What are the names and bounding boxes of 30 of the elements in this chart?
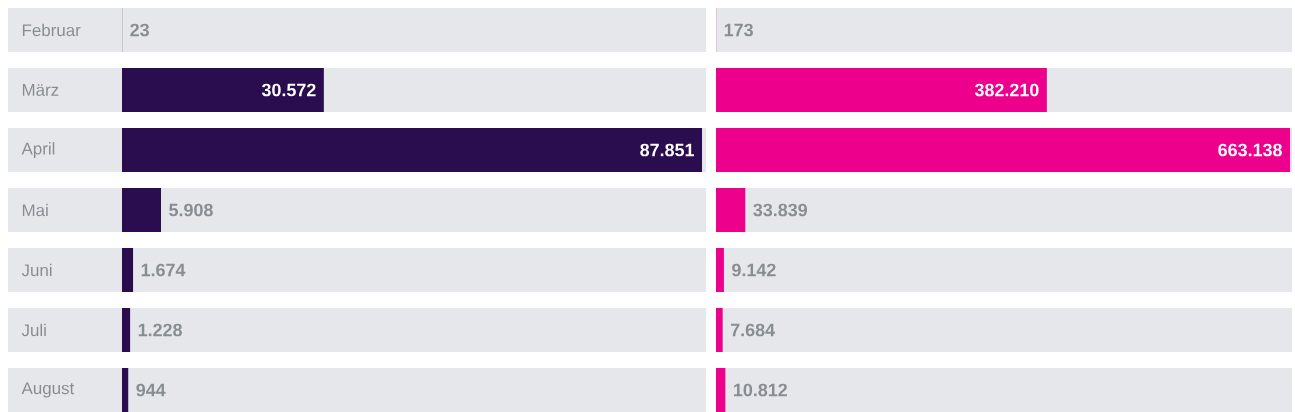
data-label: 173: [724, 23, 753, 37]
y-tick-label: März: [22, 84, 59, 96]
data-label: 10.812: [734, 383, 788, 397]
data-label: 87.851: [640, 143, 694, 157]
y-tick-label: Juni: [21, 263, 52, 277]
bar: [122, 248, 134, 292]
bar: [716, 308, 723, 352]
y-tick-label: Mai: [22, 203, 48, 217]
bar: [122, 188, 162, 232]
data-label: 1.228: [138, 323, 182, 337]
bar: [716, 248, 724, 292]
y-tick-label: April: [21, 142, 55, 158]
y-tick-label: Februar: [22, 23, 81, 37]
bar: [716, 368, 726, 412]
bar: [122, 68, 324, 112]
data-label: 382.210: [974, 83, 1039, 97]
data-label: 9.142: [732, 263, 776, 277]
bar: [122, 308, 131, 352]
bar: [716, 188, 746, 232]
data-label: 30.572: [261, 83, 316, 97]
data-label: 23: [130, 23, 149, 37]
data-label: 663.138: [1218, 143, 1282, 157]
data-label: 7.684: [730, 323, 775, 337]
data-label: 5.908: [169, 203, 213, 217]
data-label: 1.674: [141, 263, 186, 277]
bar: [122, 368, 129, 412]
y-tick-label: Juli: [21, 323, 46, 337]
data-label: 33.839: [753, 203, 807, 217]
data-label: 944: [136, 383, 166, 397]
y-tick-label: August: [21, 382, 75, 398]
